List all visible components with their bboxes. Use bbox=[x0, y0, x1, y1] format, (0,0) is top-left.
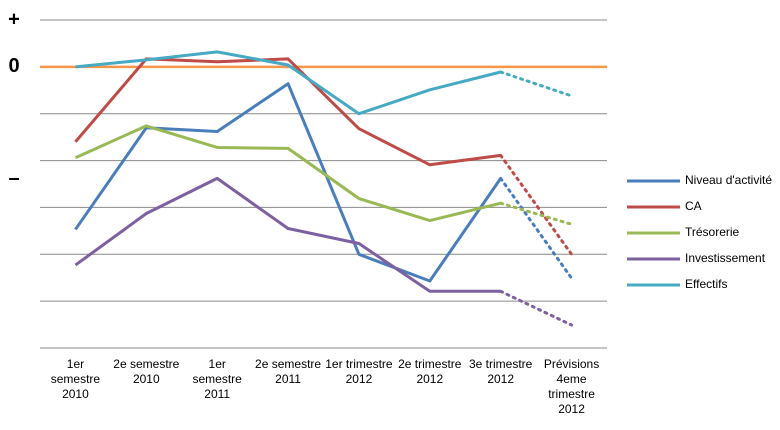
legend-label: Effectifs bbox=[685, 277, 727, 291]
x-tick-label: 2e semestre 2010 bbox=[113, 357, 180, 386]
y-axis-label: 0 bbox=[8, 55, 19, 77]
forecast-line bbox=[499, 201, 574, 226]
x-tick-label: Prévisions 4eme trimestre 2012 bbox=[543, 357, 600, 416]
x-tick-label: 1er semestre 2011 bbox=[192, 357, 242, 401]
y-axis-label: + bbox=[8, 8, 20, 30]
legend-label: Niveau d'activité bbox=[685, 173, 772, 187]
x-tick-label: 2e semestre 2011 bbox=[255, 357, 322, 386]
x-tick-label: 2e trimestre 2012 bbox=[398, 357, 462, 386]
legend-label: Investissement bbox=[685, 251, 766, 265]
x-tick-label: 3e trimestre 2012 bbox=[469, 357, 533, 386]
forecast-line bbox=[499, 176, 574, 280]
x-tick-label: 1er trimestre 2012 bbox=[325, 357, 393, 386]
series-line bbox=[75, 50, 502, 116]
series-line bbox=[74, 124, 502, 223]
forecast-line bbox=[499, 153, 574, 256]
forecast-line bbox=[499, 289, 574, 327]
y-axis-label: – bbox=[8, 168, 19, 190]
series-line bbox=[74, 176, 501, 293]
x-tick-label: 1er semestre 2010 bbox=[50, 357, 101, 401]
legend-label: CA bbox=[685, 199, 702, 213]
forecast-line bbox=[499, 70, 574, 98]
series-line bbox=[74, 82, 502, 283]
legend-label: Trésorerie bbox=[685, 225, 740, 239]
